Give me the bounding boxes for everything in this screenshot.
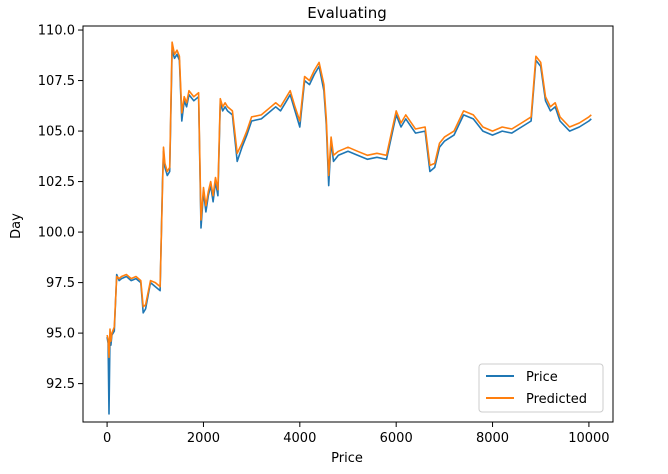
x-tick-label: 8000 [476,431,509,446]
series-layer [106,41,592,415]
y-tick-label: 97.5 [46,276,75,291]
x-axis: 0 2000 4000 6000 8000 10000 [103,422,610,446]
plot-area [82,25,614,423]
y-axis: 92.5 95.0 97.5 100.0 102.5 105.0 107.5 110.0 [38,24,83,392]
legend-predicted-label: Predicted [526,392,587,407]
legend: Price Predicted [478,363,604,413]
x-tick-label: 4000 [283,431,316,446]
series-line-predicted [106,41,592,359]
y-tick-label: 107.5 [38,74,75,89]
y-tick-label: 105.0 [38,125,75,140]
legend-price-label: Price [526,370,558,385]
x-axis-label: Price [331,451,363,466]
y-axis-label: Day [9,213,24,239]
y-tick-label: 110.0 [38,24,75,39]
y-tick-label: 92.5 [46,377,75,392]
series-line-price [106,49,592,415]
y-tick-label: 102.5 [38,175,75,190]
x-tick-label: 2000 [187,431,220,446]
y-tick-label: 95.0 [46,327,75,342]
chart-title: Evaluating [307,4,387,22]
x-tick-label: 6000 [380,431,413,446]
x-tick-label: 10000 [568,431,609,446]
x-tick-label: 0 [103,431,111,446]
y-tick-label: 100.0 [38,226,75,241]
